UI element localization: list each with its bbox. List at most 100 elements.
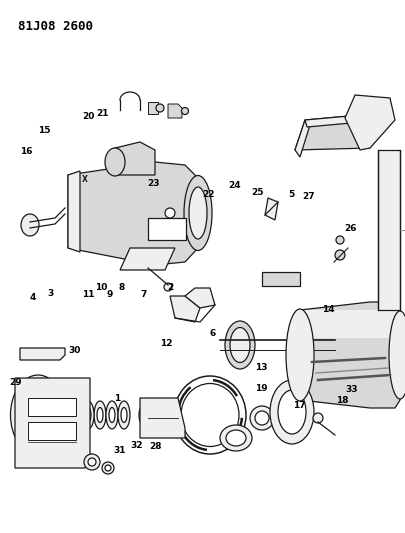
Polygon shape (68, 162, 198, 265)
Ellipse shape (85, 408, 91, 423)
Polygon shape (20, 348, 65, 360)
Text: 18: 18 (336, 397, 348, 405)
Ellipse shape (21, 214, 39, 236)
Bar (28, 422, 76, 440)
Ellipse shape (278, 390, 306, 434)
Ellipse shape (84, 454, 100, 470)
Ellipse shape (143, 406, 153, 424)
Text: 26: 26 (344, 224, 356, 232)
Text: 19: 19 (255, 384, 268, 392)
Bar (378, 150, 400, 310)
Text: 6: 6 (209, 329, 216, 337)
Text: 29: 29 (9, 378, 22, 387)
Ellipse shape (389, 311, 405, 399)
Ellipse shape (26, 396, 50, 434)
Ellipse shape (181, 108, 188, 115)
Ellipse shape (94, 401, 106, 429)
Polygon shape (295, 115, 370, 150)
Text: 30: 30 (69, 346, 81, 355)
Ellipse shape (312, 323, 344, 365)
Text: 28: 28 (150, 442, 162, 451)
Ellipse shape (139, 401, 157, 429)
Text: 31: 31 (114, 446, 126, 455)
Ellipse shape (286, 309, 314, 401)
Polygon shape (265, 198, 278, 220)
Text: 12: 12 (160, 340, 172, 348)
Ellipse shape (118, 401, 130, 429)
Polygon shape (170, 296, 200, 322)
Ellipse shape (313, 413, 323, 423)
Polygon shape (140, 398, 185, 438)
Ellipse shape (121, 408, 127, 423)
Ellipse shape (41, 381, 83, 449)
Polygon shape (168, 104, 182, 118)
Polygon shape (68, 171, 80, 252)
Ellipse shape (335, 250, 345, 260)
Polygon shape (305, 115, 362, 127)
Bar (28, 398, 76, 416)
Ellipse shape (189, 187, 207, 239)
Ellipse shape (82, 401, 94, 429)
Ellipse shape (164, 283, 172, 291)
Ellipse shape (97, 408, 103, 423)
Polygon shape (120, 248, 175, 270)
Ellipse shape (165, 208, 175, 218)
Text: 20: 20 (82, 112, 94, 120)
Polygon shape (148, 102, 158, 114)
Text: 2: 2 (167, 284, 173, 292)
Ellipse shape (105, 465, 111, 471)
Text: 7: 7 (141, 290, 147, 298)
Polygon shape (345, 95, 395, 150)
Text: 33: 33 (345, 385, 358, 393)
Text: 4: 4 (30, 293, 36, 302)
Text: 10: 10 (95, 284, 107, 292)
Polygon shape (115, 142, 155, 175)
Ellipse shape (184, 175, 212, 251)
Text: 16: 16 (20, 148, 32, 156)
Text: 13: 13 (255, 364, 267, 372)
Ellipse shape (226, 430, 246, 446)
Polygon shape (300, 310, 400, 338)
Polygon shape (262, 272, 300, 286)
Bar (148, 218, 186, 240)
Text: 8: 8 (118, 284, 125, 292)
Text: 11: 11 (82, 290, 94, 298)
Ellipse shape (255, 411, 269, 425)
Polygon shape (185, 288, 215, 308)
Text: 27: 27 (302, 192, 315, 200)
Ellipse shape (319, 330, 337, 358)
Ellipse shape (162, 402, 178, 428)
Text: 25: 25 (252, 189, 264, 197)
Ellipse shape (250, 406, 274, 430)
Polygon shape (295, 120, 310, 157)
Text: 22: 22 (202, 190, 215, 199)
Ellipse shape (105, 148, 125, 176)
Text: 14: 14 (322, 305, 335, 313)
Ellipse shape (336, 236, 344, 244)
Ellipse shape (230, 327, 250, 362)
Polygon shape (300, 302, 400, 408)
Text: X: X (82, 175, 88, 184)
Text: 1: 1 (114, 394, 121, 403)
Ellipse shape (106, 401, 118, 429)
Ellipse shape (270, 380, 314, 444)
Text: 32: 32 (131, 441, 143, 449)
Text: 3: 3 (47, 289, 54, 297)
Text: 9: 9 (107, 290, 113, 298)
Text: 21: 21 (96, 109, 108, 118)
Polygon shape (15, 378, 90, 468)
Ellipse shape (88, 458, 96, 466)
Text: 24: 24 (228, 181, 241, 190)
Ellipse shape (220, 425, 252, 451)
Text: 17: 17 (293, 401, 306, 409)
Ellipse shape (109, 408, 115, 423)
Ellipse shape (48, 390, 76, 440)
Text: 23: 23 (147, 180, 159, 188)
Ellipse shape (102, 462, 114, 474)
Text: 15: 15 (38, 126, 51, 135)
Text: 81J08 2600: 81J08 2600 (18, 20, 93, 33)
Ellipse shape (18, 385, 58, 445)
Ellipse shape (166, 408, 174, 422)
Ellipse shape (11, 375, 66, 455)
Text: 5: 5 (288, 190, 295, 199)
